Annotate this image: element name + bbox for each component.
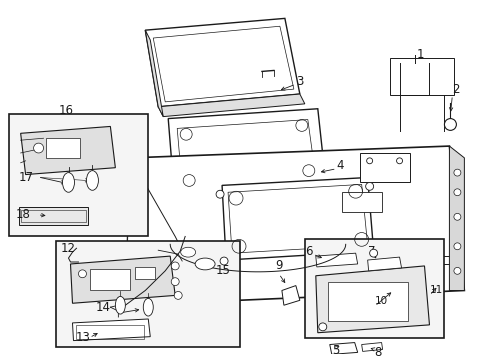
- Polygon shape: [367, 257, 401, 271]
- Bar: [19, 207, 88, 225]
- Bar: [56, 241, 240, 347]
- Circle shape: [369, 249, 377, 257]
- Polygon shape: [20, 126, 115, 175]
- Text: 9: 9: [275, 260, 282, 273]
- Text: 12: 12: [61, 242, 75, 255]
- Ellipse shape: [62, 172, 74, 192]
- Text: 13: 13: [75, 331, 90, 344]
- Text: 3: 3: [295, 75, 303, 88]
- Text: 4: 4: [336, 159, 344, 172]
- Polygon shape: [145, 30, 163, 117]
- Circle shape: [34, 143, 43, 153]
- Bar: [327, 282, 407, 321]
- Circle shape: [318, 323, 326, 331]
- Polygon shape: [222, 177, 373, 260]
- Bar: [359, 153, 408, 183]
- Polygon shape: [72, 319, 150, 341]
- Text: 16: 16: [59, 104, 73, 117]
- Bar: [304, 239, 444, 338]
- Bar: [90, 269, 130, 291]
- Bar: [76, 325, 144, 339]
- Text: 7: 7: [367, 245, 374, 258]
- Polygon shape: [414, 256, 462, 278]
- Polygon shape: [315, 253, 357, 267]
- Circle shape: [171, 278, 179, 285]
- Polygon shape: [125, 146, 464, 305]
- Circle shape: [453, 189, 460, 196]
- Circle shape: [453, 213, 460, 220]
- Circle shape: [453, 267, 460, 274]
- Circle shape: [366, 158, 372, 164]
- Text: 17: 17: [19, 171, 34, 184]
- Polygon shape: [329, 343, 357, 354]
- Circle shape: [174, 292, 182, 299]
- Bar: [341, 192, 381, 212]
- Circle shape: [453, 243, 460, 250]
- Text: 14: 14: [95, 301, 110, 314]
- Circle shape: [365, 183, 373, 190]
- Bar: [20, 210, 86, 222]
- Text: 5: 5: [331, 344, 339, 357]
- Polygon shape: [448, 146, 464, 291]
- Circle shape: [171, 262, 179, 270]
- Text: 8: 8: [374, 346, 381, 359]
- Polygon shape: [315, 266, 428, 333]
- Text: 10: 10: [374, 296, 387, 306]
- Polygon shape: [281, 285, 299, 305]
- Ellipse shape: [180, 247, 195, 257]
- Ellipse shape: [86, 171, 98, 190]
- Circle shape: [216, 190, 224, 198]
- Polygon shape: [145, 18, 299, 107]
- Circle shape: [453, 169, 460, 176]
- Polygon shape: [125, 158, 185, 305]
- Circle shape: [396, 158, 402, 164]
- Text: 1: 1: [416, 48, 423, 61]
- Bar: [45, 138, 81, 158]
- Circle shape: [444, 118, 455, 130]
- Text: 6: 6: [304, 245, 312, 258]
- Circle shape: [220, 257, 227, 265]
- Polygon shape: [367, 261, 419, 283]
- Polygon shape: [168, 109, 325, 193]
- Text: 18: 18: [16, 208, 30, 221]
- Ellipse shape: [115, 296, 125, 314]
- Bar: [9, 114, 148, 237]
- Circle shape: [78, 270, 86, 278]
- Bar: [135, 267, 155, 279]
- Text: 15: 15: [216, 264, 230, 277]
- Polygon shape: [361, 343, 382, 351]
- Polygon shape: [70, 256, 175, 303]
- Polygon shape: [158, 94, 304, 117]
- Bar: [389, 58, 453, 95]
- Text: 2: 2: [451, 82, 459, 96]
- Ellipse shape: [195, 258, 215, 270]
- Text: 11: 11: [428, 285, 442, 296]
- Ellipse shape: [143, 298, 153, 316]
